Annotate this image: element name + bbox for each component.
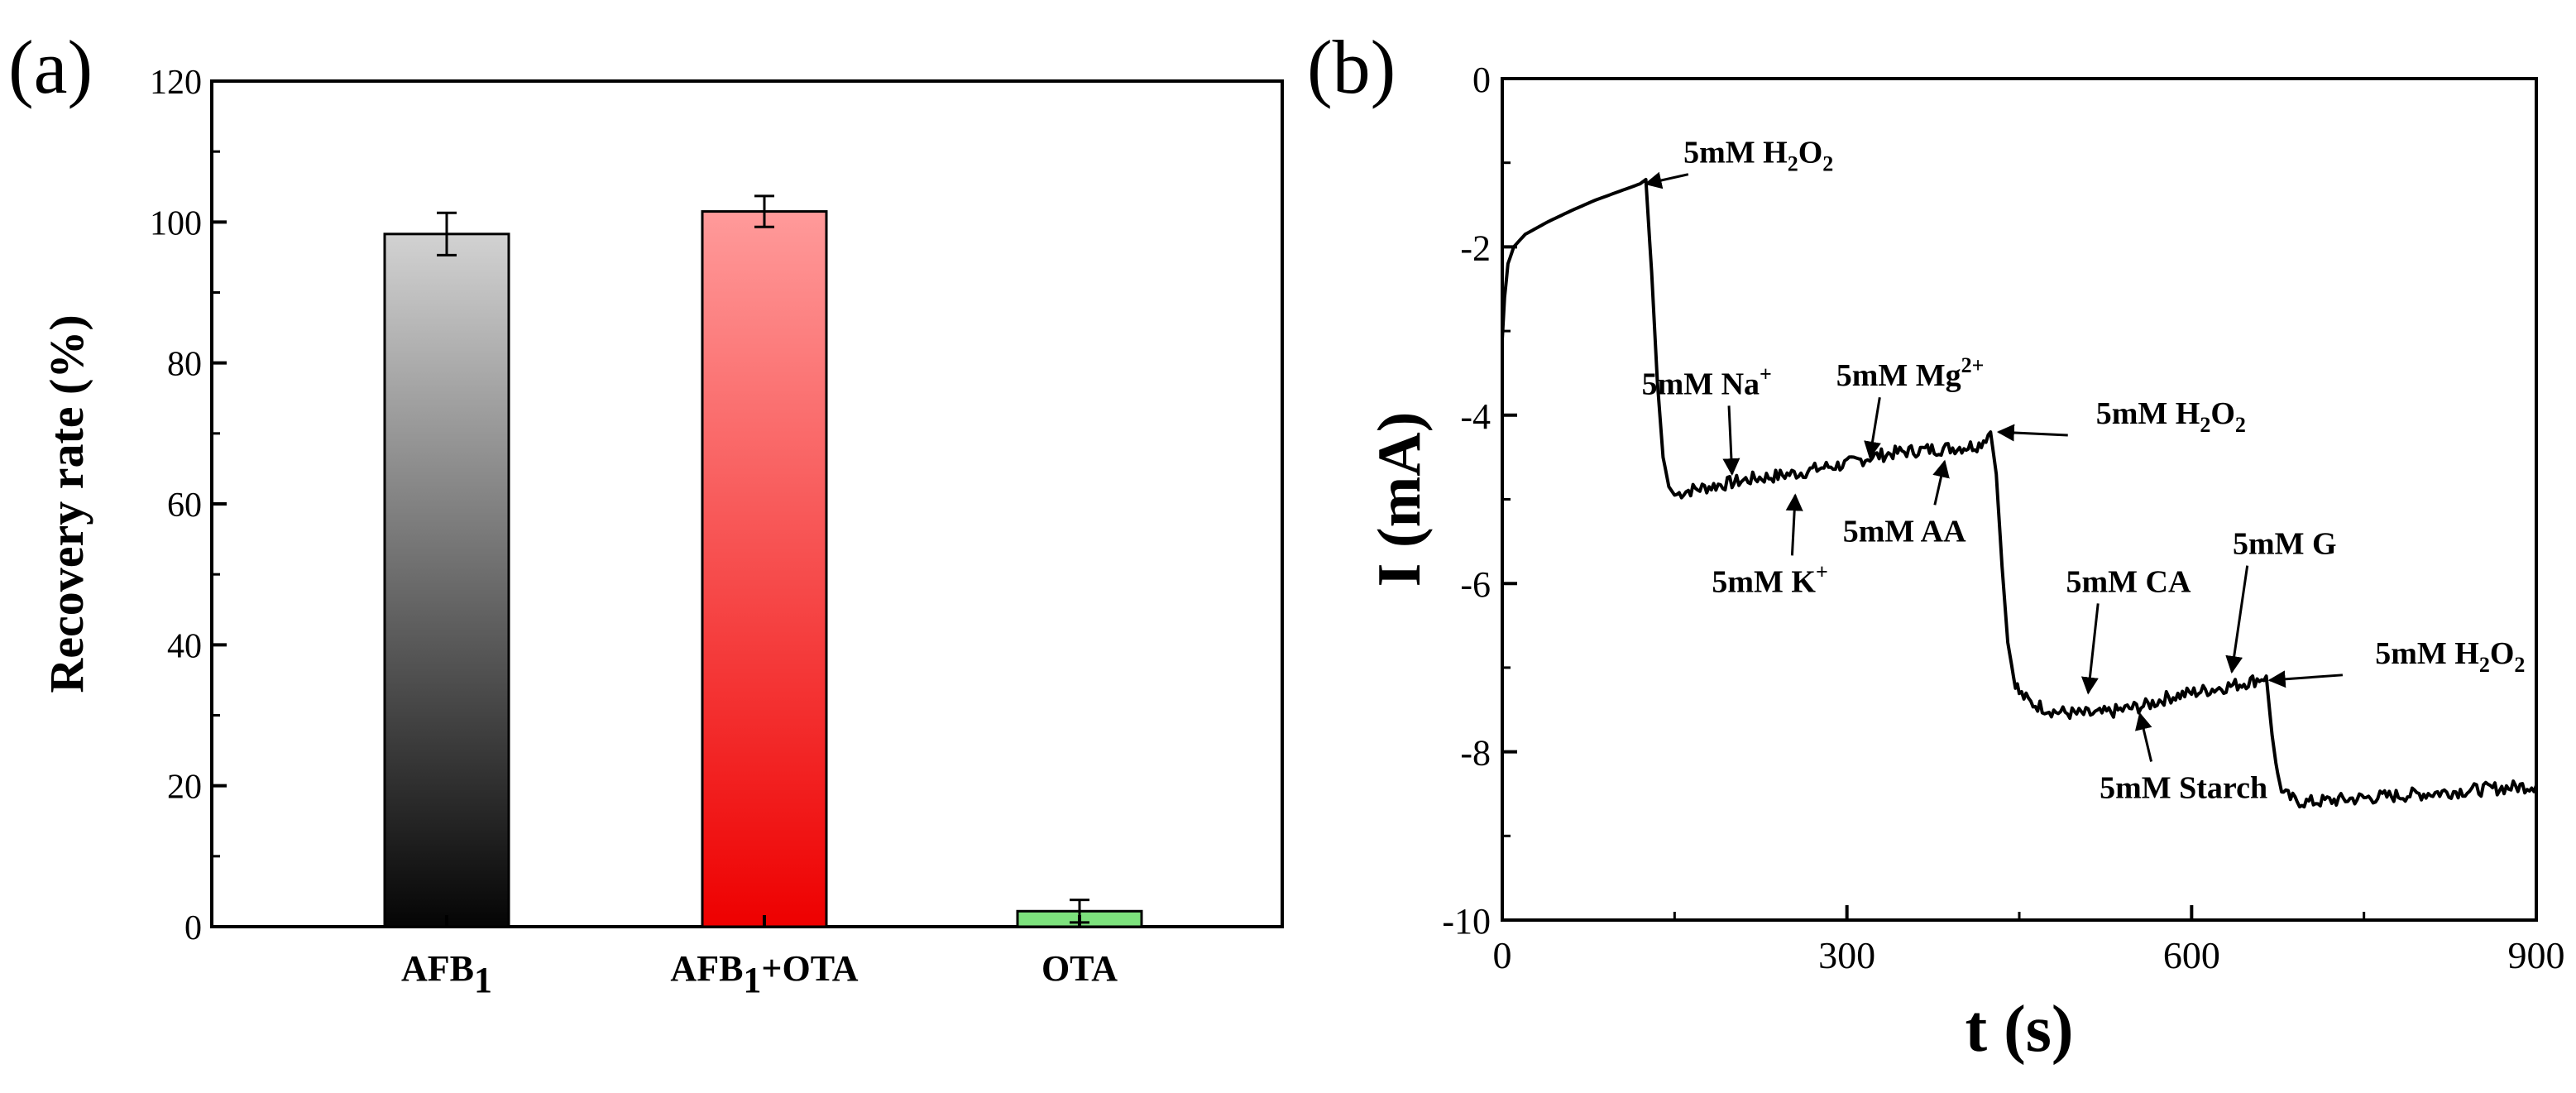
label-text: AFB xyxy=(401,948,474,989)
annotation-text: 5mM H xyxy=(1683,136,1788,170)
panel-label-a: (a) xyxy=(8,25,93,109)
annotation-subscript: 2 xyxy=(1822,152,1833,176)
y-tick-label: -8 xyxy=(1460,733,1491,774)
x-tick-label: AFB1 xyxy=(401,948,492,1000)
annotation-text: 5mM H xyxy=(2375,636,2479,671)
label-text: OTA xyxy=(1041,948,1118,989)
y-tick-label: 80 xyxy=(167,346,202,384)
annotation-subscript: 2 xyxy=(2235,413,2246,437)
annotation-arrow xyxy=(1785,493,1803,556)
line-chart-panel: (b) 0-2-4-6-8-10 0 300 600 900 5mM H2O25mM … xyxy=(1307,25,2565,1066)
x-tick-label: 900 xyxy=(2508,934,2565,976)
x-tick-label: OTA xyxy=(1041,948,1118,989)
x-axis: 0 300 600 900 xyxy=(1493,905,2565,976)
annotation-label: 5mM CA xyxy=(2066,564,2191,599)
x-tick-label: 300 xyxy=(1818,934,1875,976)
y-tick-label: 40 xyxy=(167,627,202,665)
y-tick-label: 120 xyxy=(150,64,202,102)
annotation-arrow xyxy=(1644,171,1689,189)
y-tick-label: 0 xyxy=(1472,60,1491,100)
bar xyxy=(383,233,510,928)
y-tick-label: -4 xyxy=(1460,396,1491,437)
annotation-text: 5mM Starch xyxy=(2100,771,2267,806)
annotation-label: 5mM H2O2 xyxy=(1683,136,1833,176)
label-text: +OTA xyxy=(761,948,858,989)
x-tick-label: AFB1+OTA xyxy=(670,948,858,1000)
annotation-text: 5mM Na xyxy=(1642,367,1760,401)
annotation-subscript: 2 xyxy=(2479,653,2490,677)
annotation-label: 5mM G xyxy=(2233,527,2337,562)
y-tick-label: 60 xyxy=(167,487,202,525)
annotation-text: 5mM CA xyxy=(2066,564,2191,599)
annotation-text: 5mM K xyxy=(1712,564,1816,599)
annotation-label: 5mM K+ xyxy=(1712,559,1827,599)
annotation-label: 5mM Starch xyxy=(2100,771,2267,806)
annotation-arrow xyxy=(2267,670,2344,688)
annotation-subscript: 2 xyxy=(2200,413,2210,437)
annotation-label: 5mM AA xyxy=(1843,514,1966,549)
x-axis: AFB1 AFB1+OTA OTA xyxy=(401,915,1118,1000)
x-axis-title: t (s) xyxy=(1965,993,2073,1066)
y-axis: 0 -2 -4 -6 -8 -10 xyxy=(1442,60,1517,942)
x-tick-label: 0 xyxy=(1493,934,1512,976)
annotation-text: 5mM AA xyxy=(1843,514,1966,549)
annotation-text: O xyxy=(1798,136,1823,170)
annotation-text: O xyxy=(2210,396,2235,431)
annotation-superscript: + xyxy=(1816,559,1828,583)
y-axis-title: I (mA) xyxy=(1366,412,1434,587)
bar xyxy=(701,210,828,928)
annotation-text: O xyxy=(2490,636,2515,671)
annotation-arrow xyxy=(1996,424,2068,442)
annotation-label: 5mM H2O2 xyxy=(2375,636,2525,677)
annotation-text: 5mM Mg xyxy=(1836,358,1961,393)
annotation-superscript: + xyxy=(1760,362,1772,386)
annotation-subscript: 2 xyxy=(1788,152,1798,176)
label-subscript: 1 xyxy=(743,960,761,1000)
annotation-superscript: 2+ xyxy=(1961,353,1985,377)
annotation-subscript: 2 xyxy=(2514,653,2525,677)
y-tick-label: 0 xyxy=(184,909,202,947)
y-tick-label: -2 xyxy=(1460,228,1491,268)
y-tick-label: 100 xyxy=(150,204,202,242)
annotation-arrow xyxy=(2225,565,2249,674)
annotation-arrow xyxy=(2080,603,2100,695)
annotation-arrow xyxy=(1722,405,1740,477)
annotation-label: 5mM Mg2+ xyxy=(1836,353,1985,393)
current-trace xyxy=(1501,178,2538,809)
panel-label-b: (b) xyxy=(1307,25,1396,109)
label-text: AFB xyxy=(670,948,743,989)
annotation-arrow xyxy=(1932,459,1950,506)
annotation-arrow xyxy=(1864,396,1881,459)
y-tick-label: 20 xyxy=(167,769,202,807)
label-subscript: 1 xyxy=(474,960,492,1000)
y-tick-label: -6 xyxy=(1460,564,1491,605)
x-tick-label: 600 xyxy=(2163,934,2220,976)
annotation-text: 5mM G xyxy=(2233,527,2337,562)
y-axis: 0 20 40 60 80 100 120 xyxy=(150,64,227,947)
annotation-label: 5mM H2O2 xyxy=(2096,396,2246,437)
y-axis-title: Recovery rate (%) xyxy=(40,314,93,693)
y-tick-label: -10 xyxy=(1442,901,1491,942)
annotation-arrow xyxy=(2135,712,2153,762)
annotation-text: 5mM H xyxy=(2096,396,2200,431)
annotation-label: 5mM Na+ xyxy=(1642,362,1772,401)
bars xyxy=(383,194,1143,928)
